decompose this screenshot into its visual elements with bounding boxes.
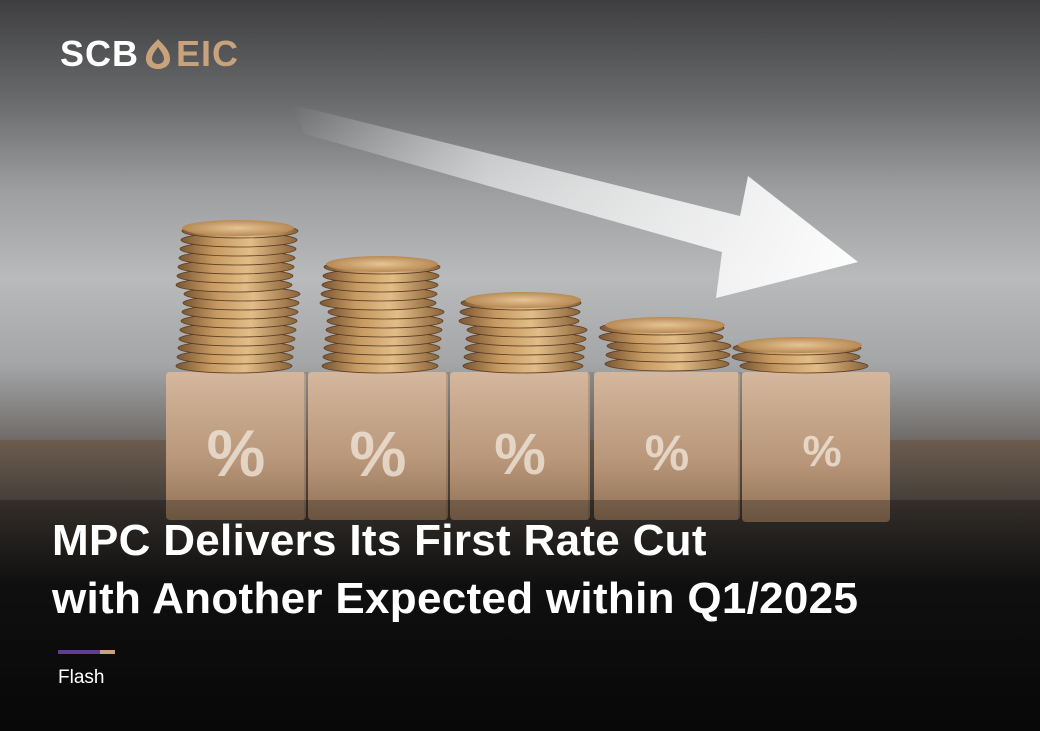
percent-mark-1: %: [207, 416, 266, 490]
headline-line-2: with Another Expected within Q1/2025: [52, 574, 859, 623]
category-label: Flash: [58, 667, 105, 688]
headline-line-1: MPC Delivers Its First Rate Cut: [52, 516, 707, 565]
coin-stack-4: [598, 317, 732, 372]
percent-blocks: [166, 372, 890, 522]
coin-stack-3: [458, 292, 588, 374]
divider-purple-segment: [58, 650, 100, 654]
divider-gold-segment: [100, 650, 115, 654]
downward-arrow-icon: [290, 104, 858, 298]
coin-stack-5: [731, 337, 869, 374]
scb-eic-logo: SCB EIC: [60, 34, 239, 74]
lotus-leaf-icon: [146, 39, 171, 69]
percent-mark-5: %: [802, 427, 841, 476]
logo-text-eic: EIC: [176, 33, 240, 74]
report-headline: MPC Delivers Its First Rate Cut with Ano…: [52, 512, 1012, 628]
logo-text-scb: SCB: [60, 33, 140, 74]
percent-mark-2: %: [350, 418, 407, 490]
coin-stacks: [175, 220, 869, 374]
percent-mark-4: %: [645, 425, 689, 481]
accent-divider: [58, 650, 115, 654]
coin-stack-2: [319, 256, 445, 374]
coin-stack-1: [175, 220, 301, 374]
percent-mark-3: %: [494, 422, 546, 487]
